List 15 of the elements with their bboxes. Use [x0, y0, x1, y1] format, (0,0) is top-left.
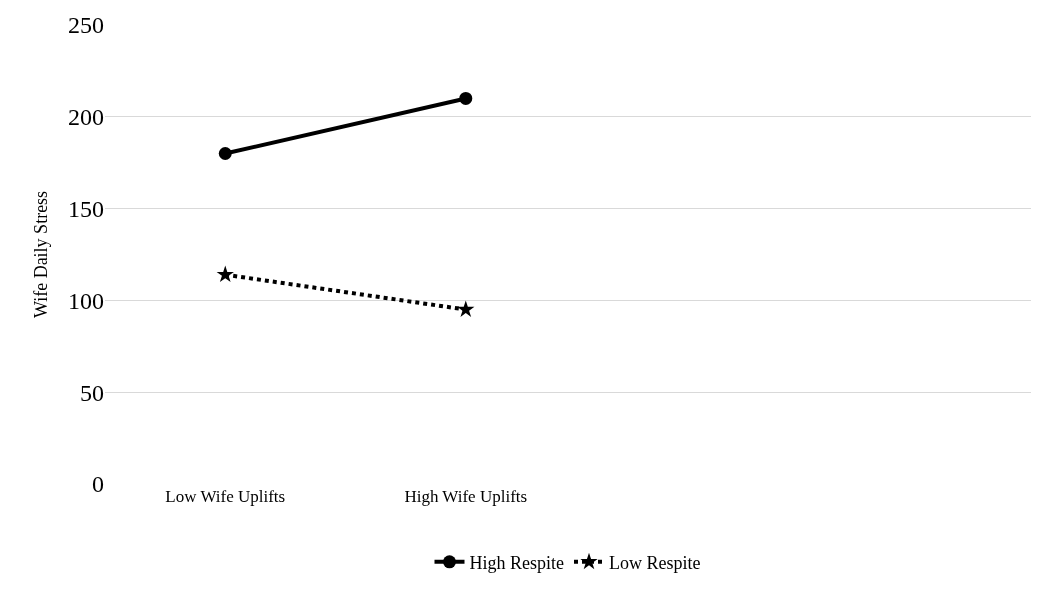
legend-label: Low Respite	[609, 552, 701, 573]
point	[216, 265, 234, 283]
point	[459, 91, 473, 105]
y-tick-label: 200	[68, 104, 104, 131]
y-tick-label: 0	[92, 471, 104, 498]
point	[218, 147, 232, 161]
legend-label: High Respite	[469, 552, 564, 573]
y-tick-label: 150	[68, 196, 104, 222]
y-tick-label: 100	[68, 287, 104, 314]
x-tick-label: Low Wife Uplifts	[165, 487, 286, 506]
y-tick-label: 250	[68, 12, 104, 39]
y-axis-title: Wife Daily Stress	[31, 190, 52, 319]
y-tick-label: 50	[80, 379, 104, 406]
x-tick-label: High Wife Uplifts	[404, 487, 528, 506]
point	[457, 300, 475, 317]
